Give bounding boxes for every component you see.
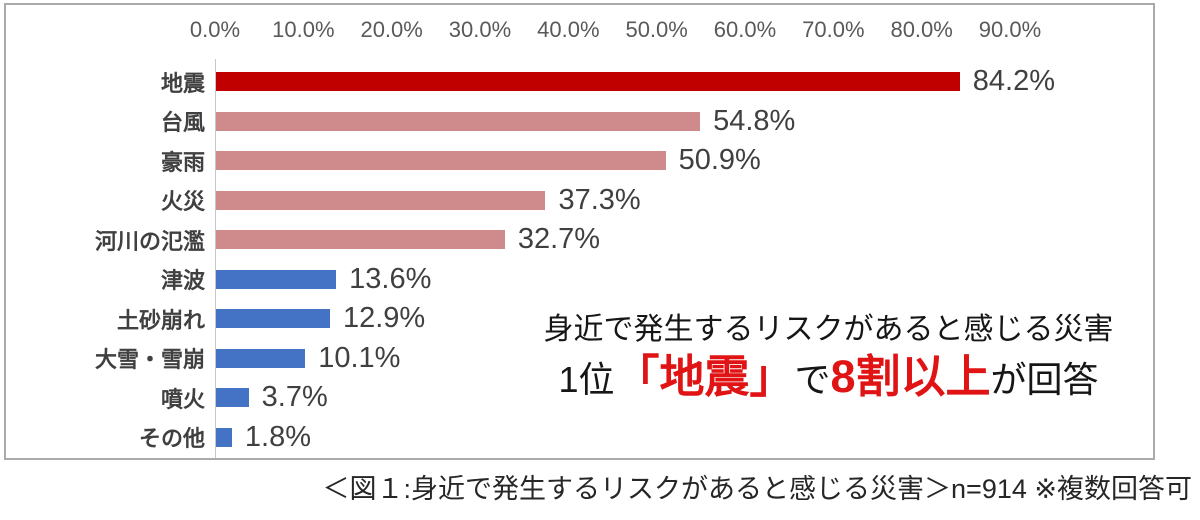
bar-value-label: 84.2% [972, 65, 1055, 98]
bar-value-label: 10.1% [318, 341, 401, 374]
bar-area: 54.8% [215, 102, 795, 142]
category-label: 地震 [160, 70, 205, 96]
bar-area: 84.2% [215, 62, 1055, 102]
bar-row: 台風 54.8% [6, 102, 1155, 142]
bar [216, 230, 505, 250]
bar-value-label: 13.6% [349, 262, 432, 295]
annotation-plain-text: で [794, 359, 831, 400]
bar [216, 190, 546, 210]
bar-area: 50.9% [215, 141, 761, 181]
bar-value-label: 3.7% [261, 381, 328, 414]
figure-caption: ＜図１:身近で発生するリスクがあると感じる災害＞n=914 ※複数回答可 [322, 474, 1192, 504]
category-label: その他 [138, 426, 205, 452]
bar-value-label: 1.8% [244, 420, 311, 453]
bar-area: 32.7% [215, 220, 600, 260]
annotation-plain-text: が回答 [990, 359, 1099, 400]
bar-value-label: 54.8% [713, 104, 796, 137]
bar [216, 348, 306, 368]
category-label: 噴火 [160, 386, 205, 412]
x-tick-label: 50.0% [625, 17, 688, 42]
annotation-block: 身近で発生するリスクがあると感じる災害 1位「地震」で8割以上が回答 [506, 311, 1151, 412]
category-label: 豪雨 [160, 149, 205, 175]
bar-row: 噴火 3.7% [6, 378, 1155, 418]
bar [216, 388, 249, 408]
bar-row: その他 1.8% [6, 418, 1155, 458]
bar-value-label: 37.3% [558, 183, 641, 216]
x-tick-label: 0.0% [189, 17, 241, 42]
bar-row: 河川の氾濫 32.7% [6, 220, 1155, 260]
bar-area: 37.3% [215, 181, 641, 221]
category-label: 津波 [160, 268, 205, 294]
bar [216, 269, 337, 289]
bar [216, 111, 701, 131]
y-axis-line [215, 59, 216, 458]
bar-row: 火災 37.3% [6, 181, 1155, 221]
bar-area: 3.7% [215, 378, 328, 418]
bar-area: 10.1% [215, 339, 400, 379]
annotation-line1: 身近で発生するリスクがあると感じる災害 [543, 313, 1114, 346]
x-tick-label: 90.0% [978, 17, 1042, 42]
category-label: 土砂崩れ [116, 307, 205, 333]
x-axis-tick-labels: 0.0% 10.0% 20.0% 30.0% 40.0% 50.0% 60.0% 70.0% 8… [190, 17, 1115, 45]
bar [216, 427, 232, 447]
bar [216, 309, 330, 329]
category-label: 火災 [160, 189, 205, 215]
annotation-emphasis-text: 8割以上 [830, 351, 991, 402]
x-tick-label: 20.0% [360, 17, 423, 42]
annotation-line2: 1位「地震」で8割以上が回答 [506, 353, 1151, 412]
bar [216, 151, 666, 171]
x-tick-label: 40.0% [537, 17, 600, 42]
bar-value-label: 50.9% [678, 144, 761, 177]
bar-row: 土砂崩れ 12.9% [6, 299, 1155, 339]
x-tick-label: 10.0% [272, 17, 335, 42]
bar-row: 地震 84.2% [6, 62, 1155, 102]
bar [216, 72, 960, 92]
bar-area: 1.8% [215, 418, 311, 458]
category-label: 大雪・雪崩 [94, 347, 205, 373]
bar-value-label: 32.7% [517, 223, 601, 256]
x-tick-label: 30.0% [448, 17, 512, 42]
chart-frame: 0.0% 10.0% 20.0% 30.0% 40.0% 50.0% 60.0% 70.0% 8… [4, 3, 1155, 460]
bar-area: 12.9% [215, 299, 425, 339]
x-tick-label: 60.0% [713, 17, 777, 42]
bar-area: 13.6% [215, 260, 431, 300]
annotation-emphasis-text: 「地震」 [614, 351, 795, 402]
bar-row: 津波 13.6% [6, 260, 1155, 300]
x-tick-label: 70.0% [802, 17, 865, 42]
bar-value-label: 12.9% [342, 302, 426, 335]
bar-rows: 地震 84.2% 台風 54.8% 豪雨 50.9% 火災 37.3% 河川の氾濫 32.7% 津波… [6, 62, 1155, 457]
category-label: 河川の氾濫 [94, 228, 205, 254]
x-tick-label: 80.0% [890, 17, 953, 42]
bar-row: 大雪・雪崩 10.1% [6, 339, 1155, 379]
category-label: 台風 [160, 110, 205, 136]
bar-row: 豪雨 50.9% [6, 141, 1155, 181]
annotation-plain-text: 1位 [558, 359, 615, 400]
